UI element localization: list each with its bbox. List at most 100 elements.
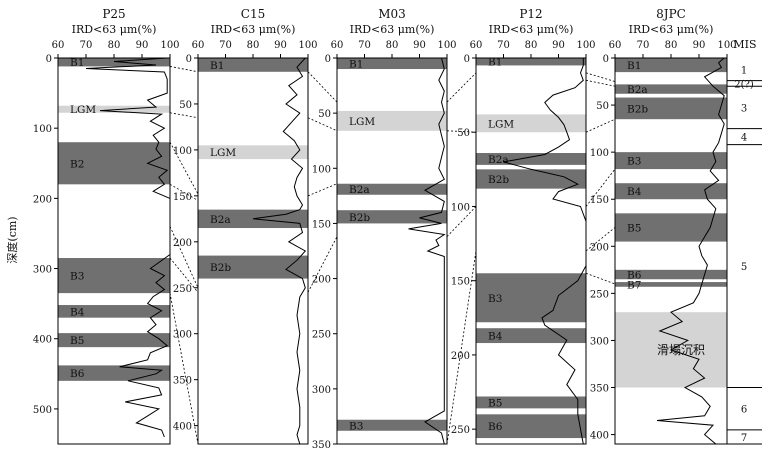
y-tick-label: 0: [464, 54, 470, 65]
x-tick-label: 70: [358, 40, 371, 51]
correlation-line: [446, 250, 477, 445]
ird-curve: [408, 57, 446, 445]
y-tick-label: 300: [590, 336, 609, 347]
y-tick-label: 250: [173, 284, 192, 295]
x-axis-label: IRD<63 μm(%): [350, 23, 435, 36]
y-tick-label: 0: [603, 54, 609, 65]
y-tick-label: 400: [590, 431, 609, 442]
correlation-line: [585, 272, 616, 285]
band-label: B4: [627, 186, 642, 198]
event-band: [58, 333, 170, 348]
x-tick-label: 80: [108, 40, 121, 51]
mis-stage-column: MIS 1 2(?) 3 4 5 6 7: [727, 38, 762, 445]
x-tick-label: 100: [576, 40, 595, 51]
event-band: [198, 58, 308, 72]
x-tick-label: 80: [665, 40, 678, 51]
band-label: B2b: [488, 174, 509, 186]
event-band: [615, 58, 727, 73]
event-band: [198, 145, 308, 160]
y-tick-label: 200: [451, 351, 470, 362]
core-panel-p25: P25 IRD<63 μm(%) B1 LGM B2 B3 B4 B5 B6 60 70 80 90 10…: [33, 7, 180, 445]
band-label: B7: [627, 279, 641, 291]
y-tick-label: 50: [457, 128, 470, 139]
mis-stage-label: 1: [741, 65, 747, 76]
correlation-line: [169, 112, 199, 119]
y-tick-label: 0: [46, 54, 52, 65]
event-band: [615, 97, 727, 120]
ird-curve: [252, 57, 307, 445]
event-band: [476, 396, 586, 409]
x-tick-label: 100: [437, 40, 456, 51]
event-band: [337, 419, 447, 431]
band-label: B1: [349, 59, 363, 71]
correlation-line: [307, 236, 338, 293]
event-band: [615, 269, 727, 280]
correlation-line: [446, 72, 477, 103]
y-tick-label: 50: [596, 101, 609, 112]
x-axis-label: IRD<63 μm(%): [72, 23, 157, 36]
y-tick-label: 250: [451, 425, 470, 436]
event-band: [615, 183, 727, 200]
y-tick-label: 400: [173, 422, 192, 433]
band-label: B2b: [349, 212, 370, 224]
y-tick-label: 0: [186, 54, 192, 65]
correlation-line: [446, 206, 477, 237]
band-label: B2: [70, 158, 84, 170]
event-band: [337, 110, 447, 131]
y-tick-label: 200: [33, 194, 52, 205]
event-band: [476, 414, 586, 439]
event-band: [337, 183, 447, 195]
band-label: B2a: [488, 154, 509, 166]
y-tick-label: 0: [325, 54, 331, 65]
band-label: B1: [488, 57, 502, 69]
x-tick-label: 100: [717, 40, 736, 51]
event-band: [337, 58, 447, 70]
band-label: B2a: [210, 214, 231, 226]
y-tick-label: 100: [173, 146, 192, 157]
band-label: B4: [70, 306, 85, 318]
band-label: B1: [210, 60, 224, 72]
event-band: [615, 213, 727, 242]
x-tick-label: 100: [298, 40, 317, 51]
correlation-line: [169, 293, 199, 445]
band-label: B5: [70, 335, 84, 347]
panel-title: C15: [241, 7, 265, 21]
event-band: [476, 273, 586, 323]
mis-header: MIS: [733, 38, 756, 51]
event-band: [337, 210, 447, 224]
band-label: B1: [627, 60, 641, 72]
y-tick-label: 300: [312, 385, 331, 396]
event-band: [198, 255, 308, 279]
panel-frame: [197, 57, 309, 445]
correlation-line: [169, 183, 199, 201]
correlation-line: [169, 257, 199, 293]
band-label: B3: [349, 420, 363, 432]
x-axis-label: IRD<63 μm(%): [629, 23, 714, 36]
core-panel-m03: M03 IRD<63 μm(%) B1 LGM B2a B2b B3 60 70 80 90 100 0…: [312, 7, 457, 451]
event-band: [58, 258, 170, 294]
event-band: [58, 142, 170, 185]
x-tick-label: 60: [609, 40, 622, 51]
y-axis-label: 深度(cm): [5, 216, 19, 263]
correlation-line: [307, 183, 338, 197]
y-tick-label: 50: [318, 109, 331, 120]
band-label: B4: [488, 331, 503, 343]
mis-stage-label: 4: [741, 133, 747, 144]
x-tick-label: 70: [219, 40, 232, 51]
event-band: [615, 152, 727, 170]
x-tick-label: 70: [637, 40, 650, 51]
y-tick-label: 250: [590, 289, 609, 300]
y-tick-label: 150: [312, 219, 331, 230]
y-tick-label: 500: [33, 405, 52, 416]
correlation-line: [585, 79, 616, 87]
event-band: [476, 58, 586, 66]
y-tick-label: 400: [33, 335, 52, 346]
y-tick-label: 100: [590, 148, 609, 159]
x-tick-label: 60: [192, 40, 205, 51]
x-tick-label: 90: [413, 40, 426, 51]
y-tick-label: 150: [590, 195, 609, 206]
y-tick-label: 350: [173, 376, 192, 387]
event-band: [615, 84, 727, 94]
